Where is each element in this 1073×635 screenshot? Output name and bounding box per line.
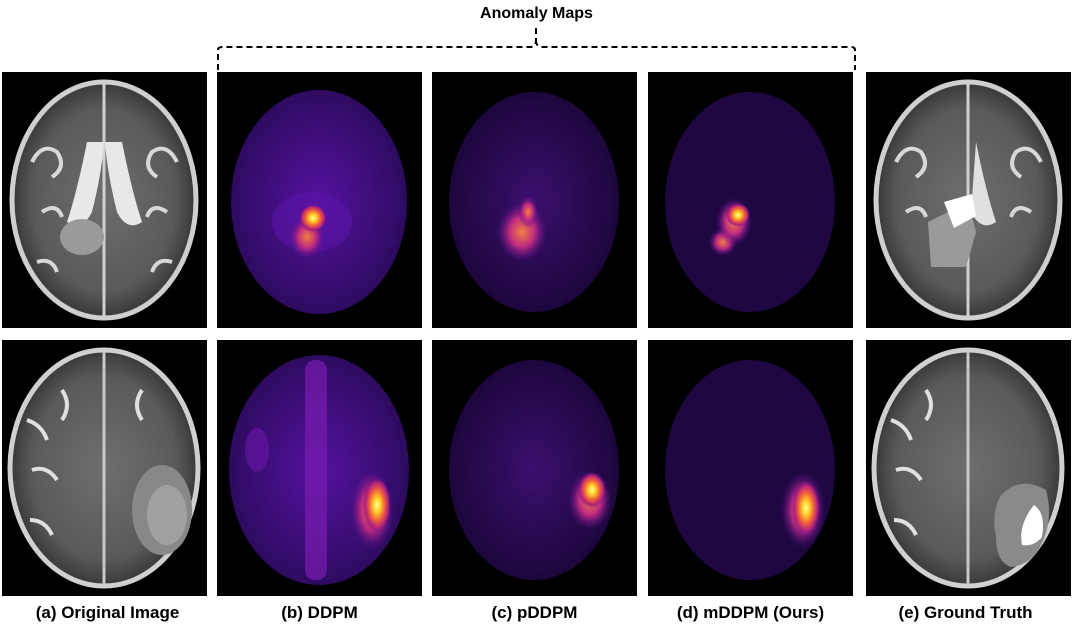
caption-original-image: (a) Original Image (35, 603, 180, 622)
row2-mddpm-anomaly-map (648, 340, 853, 596)
row2-original-image (2, 340, 207, 596)
row2-pddpm-anomaly-map (432, 340, 637, 596)
row1-ground-truth (866, 72, 1071, 328)
row1-original-image (2, 72, 207, 328)
row2-ddpm-anomaly-map (217, 340, 422, 596)
row2-ground-truth (866, 340, 1071, 596)
anomaly-maps-bracket (217, 28, 856, 70)
caption-pddpm: (c) pDDPM (491, 603, 578, 622)
caption-mddpm: (d) mDDPM (Ours) (676, 603, 825, 622)
row1-pddpm-anomaly-map (432, 72, 637, 328)
caption-ground-truth: (e) Ground Truth (898, 603, 1033, 622)
row1-mddpm-anomaly-map (648, 72, 853, 328)
anomaly-maps-label: Anomaly Maps (480, 5, 593, 22)
row1-ddpm-anomaly-map (217, 72, 422, 328)
caption-ddpm: (b) DDPM (281, 603, 358, 622)
